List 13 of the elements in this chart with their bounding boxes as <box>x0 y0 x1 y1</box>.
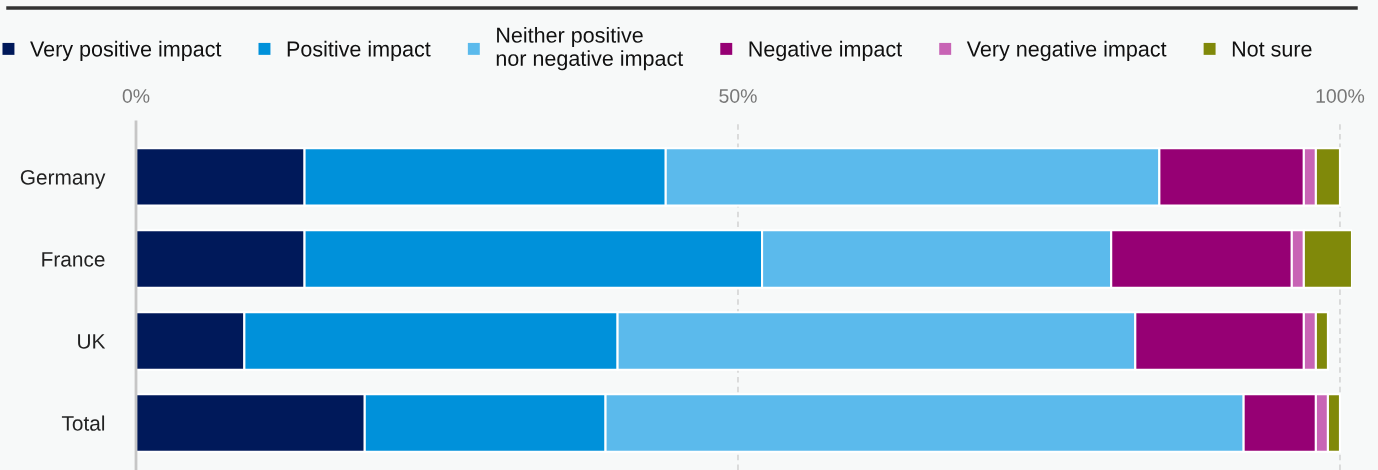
legend-label: Negative impact <box>749 40 902 61</box>
x-tick-label: 50% <box>719 89 757 103</box>
legend-label: Very positive impact <box>30 40 222 61</box>
x-tick-label: 100% <box>1316 89 1365 103</box>
legend-label: Neither positive nor negative impact <box>496 27 684 71</box>
y-tick-label: Germany <box>20 169 106 189</box>
x-tick-label: 0% <box>122 89 150 103</box>
y-tick-label: Total <box>61 415 105 431</box>
legend-label: Not sure <box>1232 41 1312 57</box>
legend-label: Very negative impact <box>966 40 1167 61</box>
y-tick-label: UK <box>78 334 106 349</box>
legend-label: Positive impact <box>287 40 431 61</box>
y-tick-label: France <box>42 252 105 267</box>
